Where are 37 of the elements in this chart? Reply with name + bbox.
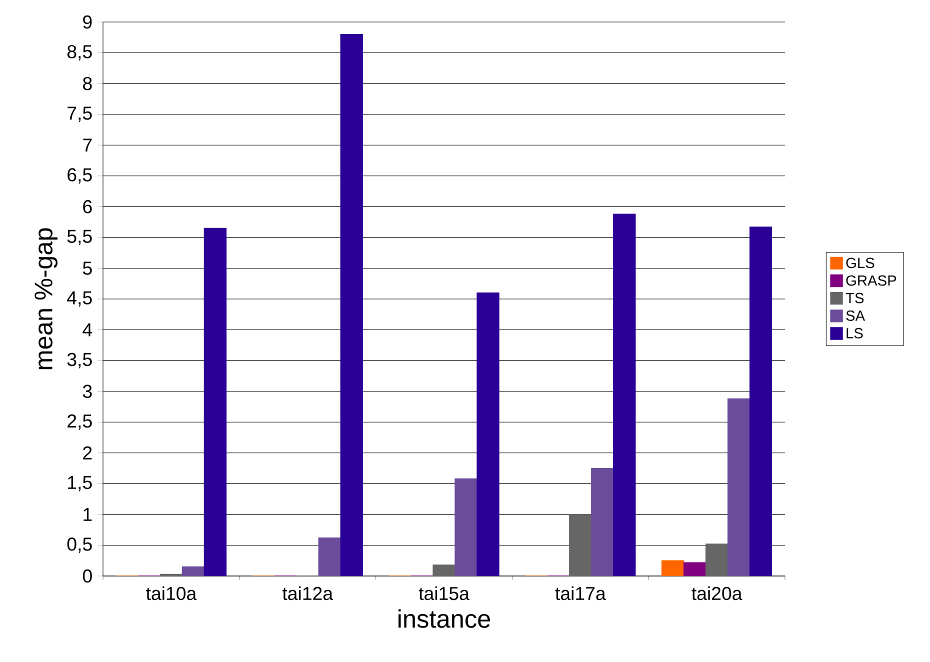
legend-label: GRASP bbox=[846, 275, 896, 286]
y-tick-label: 9 bbox=[83, 15, 92, 29]
legend-label: TS bbox=[846, 292, 864, 304]
y-tick-label: 0,5 bbox=[67, 538, 92, 553]
y-tick-label: 2 bbox=[83, 446, 92, 460]
y-tick-label: 2,5 bbox=[68, 414, 92, 430]
legend-label: SA bbox=[846, 310, 866, 321]
y-tick-label: 0 bbox=[82, 569, 92, 583]
y-axis-title: mean %-gap bbox=[34, 228, 58, 370]
bar bbox=[683, 562, 706, 576]
y-tick-label: 6,5 bbox=[68, 168, 92, 184]
y-tick-label: 7 bbox=[83, 138, 92, 152]
y-tick-label: 1 bbox=[84, 508, 92, 521]
y-tick-label: 5 bbox=[82, 262, 92, 275]
x-tick-label: tai15a bbox=[418, 586, 470, 600]
y-tick-label: 4,5 bbox=[67, 291, 92, 307]
y-tick-label: 3,5 bbox=[67, 352, 92, 368]
y-tick-label: 3 bbox=[82, 384, 92, 398]
y-tick-label: 1,5 bbox=[68, 476, 92, 492]
y-tick-label: 6 bbox=[83, 200, 92, 214]
x-tick-label: tai12a bbox=[282, 586, 334, 600]
bar bbox=[340, 34, 363, 576]
legend-label: LS bbox=[846, 328, 863, 338]
bar bbox=[204, 228, 227, 576]
y-tick-label: 8 bbox=[83, 76, 92, 90]
x-axis-title: instance bbox=[398, 609, 490, 628]
y-tick-label: 5,5 bbox=[67, 230, 92, 246]
bar bbox=[476, 292, 500, 576]
y-tick-label: 7,5 bbox=[68, 106, 92, 122]
x-tick-label: tai20a bbox=[692, 586, 742, 600]
y-tick-label: 8,5 bbox=[67, 45, 92, 60]
legend-label: GLS bbox=[846, 258, 874, 268]
y-tick-label: 4 bbox=[82, 323, 92, 336]
bar bbox=[749, 226, 772, 576]
x-tick-label: tai17a bbox=[555, 586, 606, 600]
x-tick-label: tai10a bbox=[146, 586, 197, 600]
bar bbox=[613, 214, 636, 576]
